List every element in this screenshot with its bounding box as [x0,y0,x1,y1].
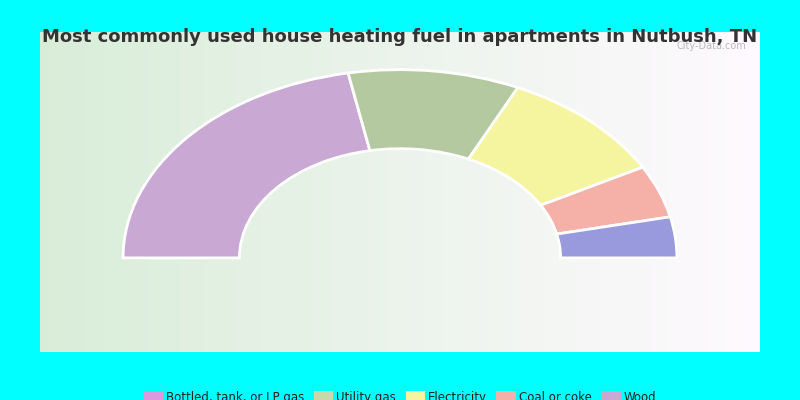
Text: Most commonly used house heating fuel in apartments in Nutbush, TN: Most commonly used house heating fuel in… [42,28,758,46]
Wedge shape [123,73,370,258]
Wedge shape [468,88,642,205]
Wedge shape [557,217,677,258]
Wedge shape [541,167,670,234]
Text: City-Data.com: City-Data.com [677,42,746,52]
Wedge shape [348,70,518,159]
Legend: Bottled, tank, or LP gas, Utility gas, Electricity, Coal or coke, Wood: Bottled, tank, or LP gas, Utility gas, E… [144,391,656,400]
